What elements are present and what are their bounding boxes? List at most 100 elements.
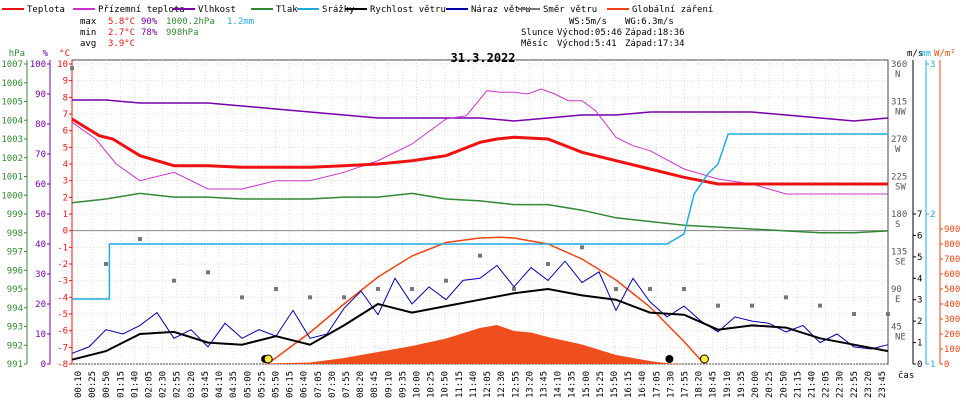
dir-point bbox=[750, 303, 754, 308]
axis-label-wm2: W/m² bbox=[934, 49, 956, 59]
legend-label-feel: Přízemní teplota bbox=[98, 5, 185, 15]
tick-degc: 1 bbox=[63, 210, 68, 220]
series-rain bbox=[72, 133, 888, 300]
x-tick-label: 20:25 bbox=[765, 371, 775, 398]
tick-hpa: 999 bbox=[7, 210, 23, 220]
tick-degc: -4 bbox=[57, 293, 68, 303]
x-tick-label: 12:05 bbox=[483, 371, 493, 398]
dir-point bbox=[104, 262, 108, 266]
dir-point bbox=[886, 312, 890, 316]
tick-degc: 9 bbox=[63, 77, 68, 87]
plot-area bbox=[70, 66, 890, 365]
series-hum bbox=[72, 99, 889, 122]
legend-label-solar: Globální záření bbox=[632, 5, 713, 15]
tick-hpa: 997 bbox=[7, 248, 23, 258]
stat-avg-label: avg bbox=[80, 39, 96, 49]
dir-point bbox=[478, 253, 482, 258]
x-tick-label: 20:50 bbox=[779, 371, 789, 398]
dir-point bbox=[138, 237, 142, 241]
dir-point bbox=[308, 295, 312, 300]
tick-dir: 225 bbox=[891, 173, 907, 183]
x-tick-label: 00:10 bbox=[74, 371, 84, 398]
dir-point bbox=[444, 278, 448, 283]
x-tick-label: 20:00 bbox=[751, 371, 761, 398]
tick-dir-compass: NW bbox=[895, 108, 906, 118]
tick-pct: 100 bbox=[30, 60, 46, 70]
stat-wg: WG:6.3m/s bbox=[625, 17, 674, 27]
x-tick-label: 07:30 bbox=[328, 371, 338, 398]
plot-frame bbox=[71, 59, 889, 365]
tick-pct: 0 bbox=[41, 360, 46, 370]
series-press bbox=[71, 192, 889, 234]
x-tick-label: 04:35 bbox=[229, 371, 239, 398]
legend-label-hum: Vlhkost bbox=[198, 5, 236, 15]
stat-max-hum: 90% bbox=[141, 17, 158, 27]
tick-dir-compass: E bbox=[895, 295, 900, 305]
tick-ms: 0 bbox=[917, 360, 922, 370]
dir-point bbox=[512, 287, 516, 291]
tick-ms: 2 bbox=[917, 317, 922, 327]
dir-point bbox=[240, 295, 244, 300]
tick-wm2: 0 bbox=[944, 360, 949, 370]
axis-label-mm: mm bbox=[920, 49, 931, 59]
dir-point bbox=[410, 287, 414, 291]
legend-label-wind: Rychlost větru bbox=[370, 5, 446, 15]
x-unit-label: čas bbox=[898, 370, 914, 381]
x-tick-label: 00:50 bbox=[102, 371, 112, 398]
x-tick-label: 10:50 bbox=[441, 371, 451, 398]
tick-pct: 60 bbox=[35, 180, 46, 190]
x-tick-label: 19:35 bbox=[737, 371, 747, 398]
tick-degc: 10 bbox=[57, 60, 68, 70]
tick-dir: 135 bbox=[891, 248, 907, 258]
x-tick-label: 04:10 bbox=[215, 371, 225, 398]
tick-hpa: 1005 bbox=[1, 98, 23, 108]
x-tick-label: 23:20 bbox=[864, 371, 874, 398]
tick-degc: 3 bbox=[63, 177, 68, 187]
tick-pct: 70 bbox=[35, 150, 46, 160]
tick-degc: 5 bbox=[63, 143, 68, 153]
x-tick-label: 19:10 bbox=[723, 371, 733, 398]
tick-dir: 360 bbox=[891, 60, 907, 70]
x-tick-label: 05:50 bbox=[271, 371, 281, 398]
x-tick-label: 10:00 bbox=[413, 371, 423, 398]
tick-degc: 8 bbox=[63, 93, 68, 103]
x-tick-label: 03:20 bbox=[187, 371, 197, 398]
x-tick-label: 06:40 bbox=[300, 371, 310, 398]
tick-dir-compass: NE bbox=[895, 333, 906, 343]
x-tick-label: 07:55 bbox=[342, 371, 352, 398]
stat-max-press: 1000.2hPa bbox=[166, 17, 215, 27]
x-tick-label: 13:20 bbox=[525, 371, 535, 398]
tick-hpa: 1001 bbox=[1, 173, 23, 183]
x-tick-label: 03:45 bbox=[201, 371, 211, 398]
tick-hpa: 1000 bbox=[1, 191, 23, 201]
sun-set-marker bbox=[699, 354, 709, 364]
stat-moon-label: Měsíc bbox=[521, 39, 548, 49]
tick-wm2: 400 bbox=[944, 300, 960, 310]
tick-dir: 315 bbox=[891, 98, 907, 108]
dir-point bbox=[784, 295, 788, 300]
tick-wm2: 800 bbox=[944, 240, 960, 250]
tick-ms: 6 bbox=[917, 231, 922, 241]
x-tick-label: 01:40 bbox=[130, 371, 140, 398]
tick-wm2: 100 bbox=[944, 345, 960, 355]
tick-hpa: 1004 bbox=[1, 116, 23, 126]
tick-wm2: 700 bbox=[944, 255, 960, 265]
tick-degc: 2 bbox=[63, 193, 68, 203]
tick-ms: 7 bbox=[917, 210, 922, 220]
stat-sun-label: Slunce bbox=[521, 28, 554, 38]
tick-ms: 5 bbox=[917, 253, 922, 263]
x-tick-label: 17:05 bbox=[652, 371, 662, 398]
tick-pct: 50 bbox=[35, 210, 46, 220]
tick-degc: -6 bbox=[57, 327, 68, 337]
dir-point bbox=[818, 303, 822, 308]
series-solar-theory bbox=[267, 236, 705, 365]
stat-max-rain: 1.2mm bbox=[227, 17, 254, 27]
tick-degc: 6 bbox=[63, 127, 68, 137]
x-tick-label: 08:20 bbox=[356, 371, 366, 398]
tick-hpa: 1003 bbox=[1, 135, 23, 145]
tick-ms: 4 bbox=[917, 274, 922, 284]
dir-point bbox=[716, 303, 720, 308]
tick-wm2: 300 bbox=[944, 315, 960, 325]
tick-dir: 180 bbox=[891, 210, 907, 220]
x-tick-label: 02:30 bbox=[159, 371, 169, 398]
